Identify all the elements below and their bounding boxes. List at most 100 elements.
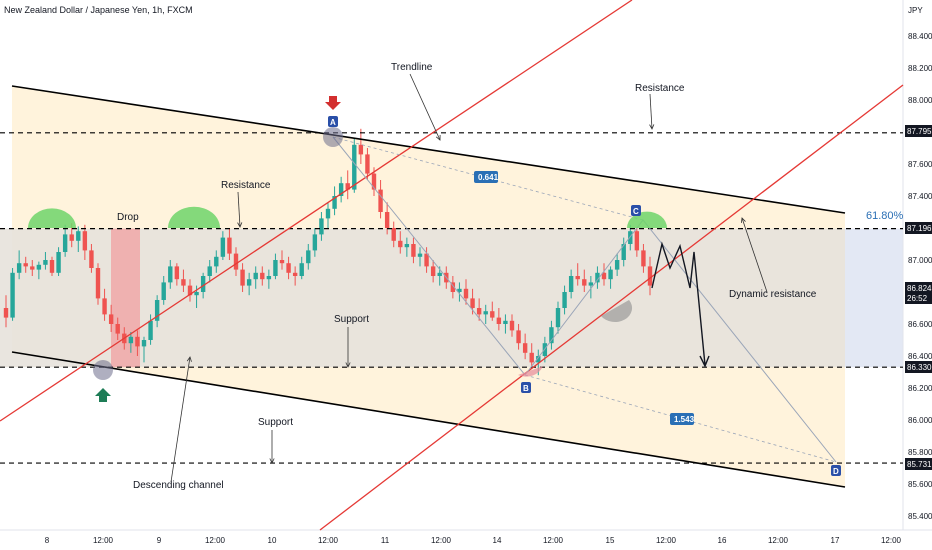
candle-body [490,311,495,318]
candle-body [286,263,291,273]
candle-body [352,144,357,190]
fib-level-label: 61.80% [866,210,904,222]
drop-label: Drop [117,212,139,223]
x-tick-label: 12:00 [431,536,452,545]
candle-body [378,189,383,212]
candle-body [56,252,61,273]
leader-arrowhead [435,134,441,141]
candle-body [148,320,153,340]
leader-arrowhead [740,217,746,224]
y-tick-label: 88.000 [908,96,932,105]
down-arrow-icon [325,96,341,110]
currency-label: JPY [908,6,923,15]
bottom-arc [518,366,543,377]
candle-body [273,260,278,276]
price-label-box-2 [905,222,932,234]
y-tick-label: 87.000 [908,256,932,265]
candle-body [128,336,134,344]
y-tick-label: 86.000 [908,416,932,425]
y-tick-label: 85.600 [908,480,932,489]
candle-body [325,208,331,219]
candle-body [16,263,22,273]
candle-body [214,256,219,267]
leader-line [409,73,441,141]
abcd-path [332,136,837,463]
x-tick-label: 8 [45,536,50,545]
channel-top-line [11,85,846,214]
point-b-label: B [523,384,529,393]
candle-body [141,340,147,347]
candle-body [240,269,245,286]
candle-body [154,300,160,321]
leader-line [649,93,653,130]
y-tick-label: 88.200 [908,64,932,73]
candle-body [299,263,304,276]
candle-body [36,264,42,270]
candle-body [516,330,521,344]
x-tick-label: 14 [493,536,502,545]
descending-channel-label: Descending channel [133,480,224,491]
price-label-box-3 [905,282,932,304]
trendline-lower [319,84,904,531]
chart-title: New Zealand Dollar / Japanese Yen, 1h, F… [4,5,193,15]
y-tick-label: 87.600 [908,160,932,169]
candle-body [174,266,180,280]
candle-body [641,250,646,267]
candle-body [404,244,410,248]
candle-body [463,288,469,299]
candle-body [608,269,613,280]
point-b-badge [521,382,531,393]
candle-body [260,272,265,280]
y-tick-label: 86.600 [908,320,932,329]
range-zone-extension [845,228,903,368]
candle-body [555,308,561,328]
candle-body [194,292,199,296]
price-label-box-4 [905,361,932,373]
candle-body [253,272,258,280]
candle-body [647,266,653,286]
price-label-4: 86.330 [907,363,932,372]
candle-body [601,272,607,280]
candle-body [398,240,403,248]
point-d-badge [831,465,841,476]
candle-body [43,260,48,265]
candle-body [181,279,186,286]
candle-body [168,266,173,283]
candle-body [450,282,456,292]
point-a-badge [328,116,338,127]
candle-body [496,317,502,324]
resistance-mid-label: Resistance [221,180,271,191]
top-arc [28,208,76,228]
candle-body [430,266,436,276]
candle-body [266,276,272,280]
candle-body [49,260,55,273]
candle-body [108,314,114,324]
y-tick-label: 86.200 [908,384,932,393]
candle-body [306,250,311,264]
candle-body [476,308,482,315]
candle-body [575,276,580,280]
candle-body [549,327,554,344]
candle-body [522,343,528,353]
x-tick-label: 9 [157,536,162,545]
candle-body [582,279,587,286]
candles [3,128,653,376]
y-tick-label: 87.400 [908,192,932,201]
price-label-5: 85.731 [907,460,932,469]
candle-body [411,244,416,257]
point-d-label: D [833,467,839,476]
support-mid-label: Support [334,314,369,325]
candle-body [614,260,620,270]
candle-body [312,234,318,251]
candle-body [384,212,390,228]
candle-body [621,244,626,260]
candle-body [233,253,239,270]
leader-arrowhead [186,356,192,362]
pivot-circle-low [93,360,113,380]
point-a-label: A [330,118,336,127]
x-tick-label: 17 [831,536,840,545]
candle-body [89,250,94,268]
point-c-badge [631,205,641,216]
candle-body [365,154,370,174]
